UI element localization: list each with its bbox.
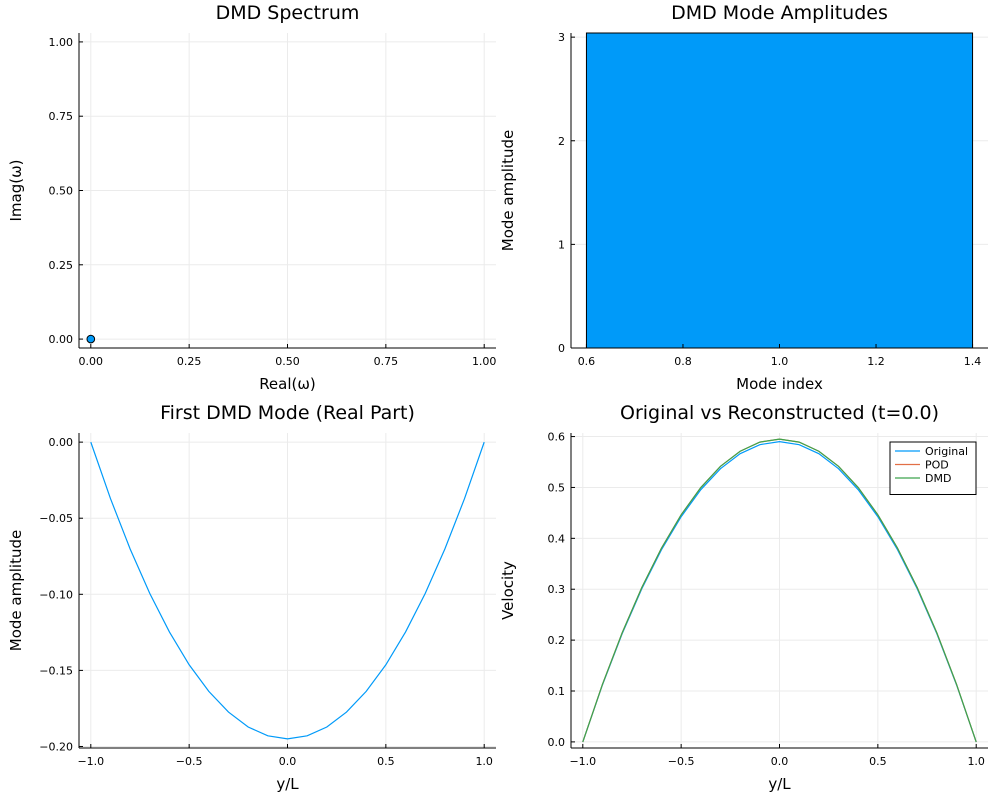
y-axis-label: Imag(ω) — [7, 159, 25, 221]
x-tick-label: 0.00 — [79, 355, 104, 368]
x-tick-label: 0.5 — [377, 755, 395, 768]
x-tick-label: 0.5 — [869, 755, 887, 768]
y-tick-label: 0.0 — [548, 736, 566, 749]
x-axis-label: y/L — [276, 775, 299, 793]
x-tick-label: −0.5 — [176, 755, 203, 768]
eigenvalue-point — [86, 334, 96, 344]
chart-first_mode: −1.0 −0.5 0.0 0.5 1.0 0.00 −0.05 −0.10 −0.15 −0.2… — [7, 402, 496, 793]
x-tick-label: 1.0 — [967, 755, 985, 768]
x-tick-label: 0.25 — [177, 355, 202, 368]
y-tick-label: 0.00 — [49, 333, 74, 346]
y-tick-label: 0.2 — [548, 634, 566, 647]
series-line-mode — [90, 441, 485, 740]
chart-amplitudes: 0.6 0.8 1.0 1.2 1.4 0 1 2 3 DMD Mode Amplitudes Mo… — [499, 2, 988, 393]
y-tick-label: 0.3 — [548, 583, 566, 596]
y-tick-label: −0.05 — [39, 512, 73, 525]
y-axis-label: Mode amplitude — [7, 530, 25, 651]
y-axis-label: Velocity — [499, 561, 517, 620]
x-tick-label: 1.4 — [964, 355, 982, 368]
x-tick-label: 1.00 — [472, 355, 497, 368]
x-tick-label: 0.0 — [279, 755, 297, 768]
y-tick-label: −0.15 — [39, 664, 73, 677]
y-tick-label: 0.5 — [548, 481, 566, 494]
x-tick-label: 0.50 — [275, 355, 300, 368]
y-tick-label: 0.00 — [49, 436, 74, 449]
legend-label-original: Original — [925, 445, 968, 458]
chart-title: DMD Spectrum — [216, 2, 360, 24]
chart-title: DMD Mode Amplitudes — [671, 2, 888, 24]
x-axis-label: Real(ω) — [259, 375, 316, 393]
y-tick-label: 2 — [558, 135, 565, 148]
y-tick-label: 0.50 — [49, 185, 74, 198]
x-axis-label: Mode index — [736, 375, 823, 393]
x-tick-label: 0.8 — [674, 355, 692, 368]
bar-mode-1 — [585, 32, 974, 349]
x-tick-label: 1.0 — [771, 355, 789, 368]
chart-spectrum: 0.00 0.25 0.50 0.75 1.00 0.00 0.25 0.50 0.75 1.00… — [7, 2, 496, 393]
y-axis-label: Mode amplitude — [499, 130, 517, 251]
y-tick-label: −0.20 — [39, 740, 73, 753]
x-tick-label: −0.5 — [668, 755, 695, 768]
series-line-dmd — [582, 438, 977, 743]
x-tick-label: −1.0 — [569, 755, 596, 768]
chart-title: First DMD Mode (Real Part) — [160, 402, 415, 424]
x-tick-label: 1.2 — [867, 355, 885, 368]
y-tick-label: 0.75 — [49, 110, 74, 123]
y-tick-label: 0.1 — [548, 685, 566, 698]
chart-title: Original vs Reconstructed (t=0.0) — [620, 402, 939, 424]
y-tick-label: 0.6 — [548, 431, 566, 444]
legend-label-dmd: DMD — [925, 472, 951, 485]
x-tick-label: 0.0 — [771, 755, 789, 768]
x-axis-label: y/L — [768, 775, 791, 793]
y-tick-label: 1.00 — [49, 36, 74, 49]
y-tick-label: −0.10 — [39, 588, 73, 601]
x-tick-label: −1.0 — [77, 755, 104, 768]
series-line-original — [582, 441, 977, 743]
x-tick-label: 0.75 — [374, 355, 399, 368]
x-tick-label: 1.0 — [475, 755, 493, 768]
y-tick-label: 3 — [558, 31, 565, 44]
legend-label-pod: POD — [925, 459, 949, 472]
y-tick-label: 0 — [558, 342, 565, 355]
y-tick-label: 0.4 — [548, 532, 566, 545]
chart-reconstruction: −1.0 −0.5 0.0 0.5 1.0 0.0 0.1 0.2 0.3 0.4 0.5 0.6 Or… — [499, 402, 988, 793]
y-tick-label: 1 — [558, 238, 565, 251]
x-tick-label: 0.6 — [578, 355, 596, 368]
y-tick-label: 0.25 — [49, 259, 74, 272]
